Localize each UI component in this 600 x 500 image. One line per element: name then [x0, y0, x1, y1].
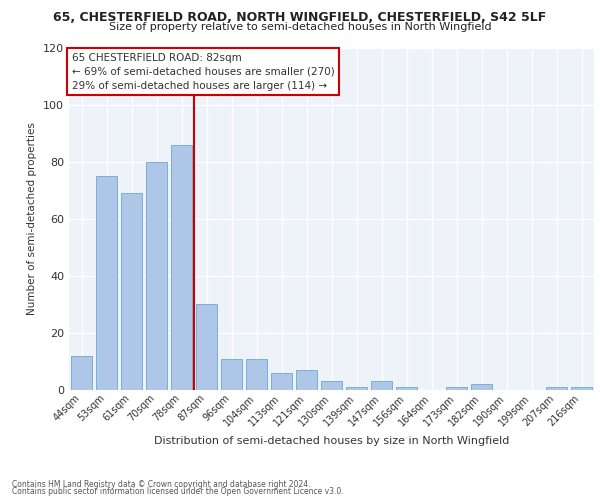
- Text: 65, CHESTERFIELD ROAD, NORTH WINGFIELD, CHESTERFIELD, S42 5LF: 65, CHESTERFIELD ROAD, NORTH WINGFIELD, …: [53, 11, 547, 24]
- Bar: [196, 304, 217, 390]
- Bar: [471, 384, 492, 390]
- Bar: [371, 382, 392, 390]
- Bar: [396, 387, 417, 390]
- Bar: [71, 356, 92, 390]
- Bar: [121, 193, 142, 390]
- Bar: [571, 387, 592, 390]
- Bar: [346, 387, 367, 390]
- Bar: [546, 387, 567, 390]
- Bar: [321, 382, 342, 390]
- Y-axis label: Number of semi-detached properties: Number of semi-detached properties: [28, 122, 37, 315]
- Bar: [246, 358, 267, 390]
- Bar: [271, 373, 292, 390]
- Text: 65 CHESTERFIELD ROAD: 82sqm
← 69% of semi-detached houses are smaller (270)
29% : 65 CHESTERFIELD ROAD: 82sqm ← 69% of sem…: [71, 52, 334, 90]
- Bar: [96, 176, 117, 390]
- Bar: [446, 387, 467, 390]
- Text: Contains HM Land Registry data © Crown copyright and database right 2024.: Contains HM Land Registry data © Crown c…: [12, 480, 311, 489]
- Bar: [146, 162, 167, 390]
- Bar: [171, 144, 192, 390]
- Text: Size of property relative to semi-detached houses in North Wingfield: Size of property relative to semi-detach…: [109, 22, 491, 32]
- Text: Contains public sector information licensed under the Open Government Licence v3: Contains public sector information licen…: [12, 487, 344, 496]
- X-axis label: Distribution of semi-detached houses by size in North Wingfield: Distribution of semi-detached houses by …: [154, 436, 509, 446]
- Bar: [221, 358, 242, 390]
- Bar: [296, 370, 317, 390]
